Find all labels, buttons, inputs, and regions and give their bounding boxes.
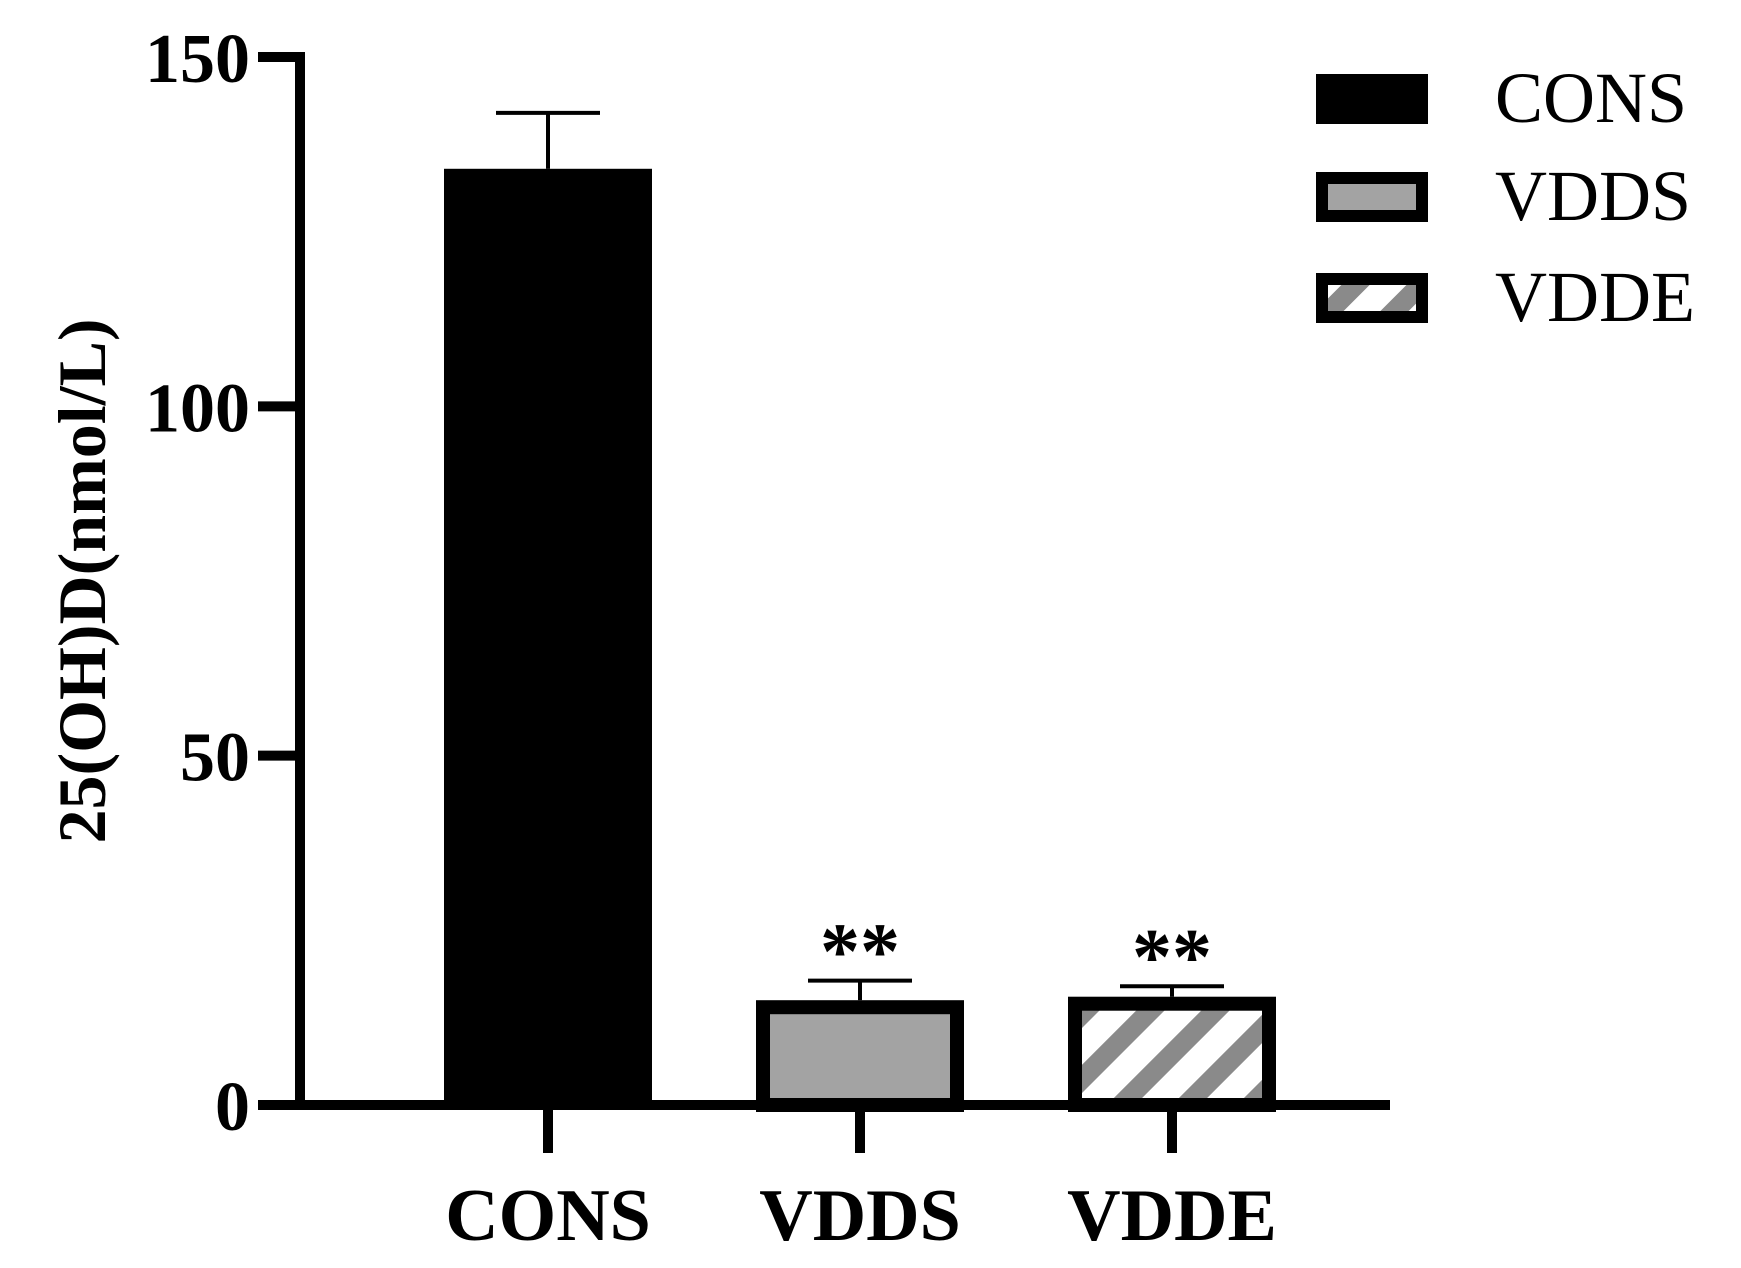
x-tick-label-vdde: VDDE	[1067, 1175, 1277, 1257]
y-tick-label-0: 0	[215, 1069, 250, 1146]
legend-swatch-cons	[1316, 74, 1428, 124]
bars-layer: ** **	[444, 110, 1276, 1113]
axes-layer	[295, 52, 1390, 1110]
x-ticks: CONS VDDS VDDE	[445, 1105, 1277, 1257]
significance-vdde: **	[1132, 914, 1212, 1002]
legend: CONS VDDS VDDE	[1316, 58, 1695, 337]
y-axis-label: 25(OH)D(nmol/L)	[44, 318, 120, 843]
y-tick-label-100: 100	[145, 370, 250, 447]
x-tick-label-vdds: VDDS	[759, 1175, 960, 1257]
x-tick-label-cons: CONS	[445, 1175, 651, 1257]
y-ticks: 0 50 100 150	[145, 21, 300, 1146]
legend-swatch-vdds	[1316, 172, 1428, 222]
bar-cons	[444, 168, 652, 1105]
y-tick-label-50: 50	[180, 720, 250, 797]
legend-label-vdds: VDDS	[1495, 156, 1691, 236]
bar-vdde	[1068, 996, 1276, 1112]
legend-label-cons: CONS	[1495, 58, 1687, 138]
significance-vdds: **	[820, 909, 900, 997]
legend-swatch-vdde	[1316, 273, 1428, 323]
legend-label-vdde: VDDE	[1495, 257, 1695, 337]
y-tick-label-150: 150	[145, 21, 250, 98]
bar-vdds	[756, 1000, 964, 1113]
